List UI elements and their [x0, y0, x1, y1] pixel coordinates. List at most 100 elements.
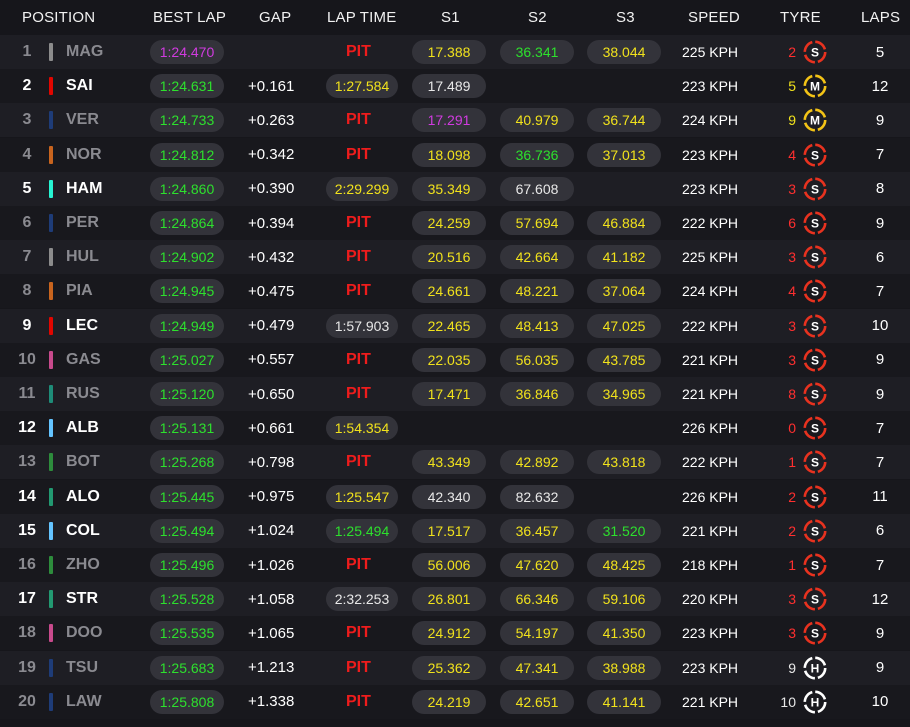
driver-row[interactable]: 4 NOR 1:24.812 +0.342 PIT 18.098 36.736 37.013 2… [0, 137, 910, 172]
speed-value: 222 KPH [682, 215, 739, 231]
driver-row[interactable]: 16 ZHO 1:25.496 +1.026 PIT 56.006 47.620 48.425… [0, 548, 910, 582]
medium-tyre-icon: M [803, 108, 827, 132]
tyre-compound-letter: S [811, 456, 819, 470]
gap-value: +1.065 [248, 624, 295, 642]
soft-tyre-icon: S [803, 40, 827, 64]
tyre-age: 2 [788, 488, 796, 505]
sector-2-time: 54.197 [500, 621, 574, 646]
driver-row[interactable]: 8 PIA 1:24.945 +0.475 PIT 24.661 48.221 37.064 2… [0, 274, 910, 309]
laps-count: 10 [871, 693, 889, 711]
header-best-lap[interactable]: BEST LAP [153, 8, 227, 26]
sector-3-time: 38.044 [587, 40, 661, 64]
driver-row[interactable]: 5 HAM 1:24.860 +0.390 2:29.299 35.349 67.608 22… [0, 171, 910, 206]
gap-value: +1.213 [248, 659, 295, 677]
laps-count: 8 [875, 180, 885, 198]
sector-3-time: 41.350 [587, 621, 661, 646]
driver-row[interactable]: 1 MAG 1:24.470 PIT 17.388 36.341 38.044 225 KPH… [0, 35, 910, 69]
header-gap[interactable]: GAP [259, 8, 292, 26]
driver-code: RUS [66, 385, 100, 402]
driver-row[interactable]: 9 LEC 1:24.949 +0.479 1:57.903 22.465 48.413 47… [0, 308, 910, 343]
header-s2[interactable]: S2 [528, 8, 547, 26]
best-lap-time: 1:24.470 [150, 40, 224, 64]
driver-row[interactable]: 10 GAS 1:25.027 +0.557 PIT 22.035 56.035 43.785… [0, 342, 910, 377]
laps-count: 9 [875, 385, 885, 403]
best-lap-time: 1:25.535 [150, 621, 224, 646]
driver-row[interactable]: 15 COL 1:25.494 +1.024 1:25.494 17.517 36.457 3… [0, 513, 910, 548]
tyre-compound-letter: S [811, 421, 819, 435]
tyre-age: 6 [788, 215, 796, 231]
driver-row[interactable]: 2 SAI 1:24.631 +0.161 1:27.584 17.489 223 KPH 5… [0, 69, 910, 104]
tyre-age: 3 [788, 317, 796, 334]
tyre-age: 1 [788, 557, 796, 573]
driver-row[interactable]: 6 PER 1:24.864 +0.394 PIT 24.259 57.694 46.884 2… [0, 206, 910, 240]
gap-value: +0.650 [248, 385, 295, 403]
tyre-age: 3 [788, 625, 796, 642]
tyre-age: 2 [788, 522, 796, 539]
sector-1-time: 56.006 [412, 553, 486, 577]
driver-row[interactable]: 13 BOT 1:25.268 +0.798 PIT 43.349 42.892 43.818… [0, 445, 910, 480]
speed-value: 226 KPH [682, 420, 739, 437]
best-lap-time: 1:25.494 [150, 518, 224, 543]
position-number: 10 [18, 350, 36, 368]
lap-time: 1:54.354 [326, 416, 398, 441]
best-lap-time: 1:25.445 [150, 484, 224, 509]
sector-1-time: 25.362 [412, 655, 486, 680]
sector-3-time: 38.988 [587, 655, 661, 680]
pit-indicator: PIT [346, 43, 371, 60]
speed-value: 221 KPH [682, 522, 739, 539]
gap-value: +0.394 [248, 214, 295, 232]
tyre-compound-letter: S [811, 592, 819, 606]
laps-count: 7 [875, 146, 885, 164]
tyre-age: 0 [788, 420, 796, 437]
gap-value: +0.263 [248, 111, 295, 129]
speed-value: 225 KPH [682, 249, 739, 266]
header-position[interactable]: POSITION [22, 8, 96, 26]
gap-value: +0.390 [248, 180, 295, 198]
tyre-age: 8 [788, 386, 796, 402]
driver-row[interactable]: 19 TSU 1:25.683 +1.213 PIT 25.362 47.341 38.988… [0, 650, 910, 685]
position-number: 16 [18, 556, 36, 573]
best-lap-time: 1:24.631 [150, 74, 224, 99]
driver-row[interactable]: 20 LAW 1:25.808 +1.338 PIT 24.219 42.651 41.141… [0, 684, 910, 719]
sector-2-time: 40.979 [500, 108, 574, 133]
medium-tyre-icon: M [803, 74, 827, 98]
header-speed[interactable]: SPEED [688, 8, 740, 26]
tyre-compound-letter: M [810, 114, 820, 128]
position-number: 11 [18, 385, 36, 402]
driver-row[interactable]: 11 RUS 1:25.120 +0.650 PIT 17.471 36.846 34.965… [0, 377, 910, 411]
driver-row[interactable]: 14 ALO 1:25.445 +0.975 1:25.547 42.340 82.632 2… [0, 479, 910, 514]
driver-row[interactable]: 18 DOO 1:25.535 +1.065 PIT 24.912 54.197 41.350… [0, 616, 910, 651]
team-color-bar [49, 419, 53, 438]
sector-1-time: 24.661 [412, 279, 486, 304]
header-laps[interactable]: LAPS [861, 8, 901, 26]
sector-2-time: 42.892 [500, 450, 574, 475]
position-number: 15 [18, 521, 36, 539]
driver-row[interactable]: 7 HUL 1:24.902 +0.432 PIT 20.516 42.664 41.182 2… [0, 240, 910, 275]
driver-code: ALO [66, 487, 100, 505]
lap-time: 2:29.299 [326, 176, 398, 201]
driver-code: PER [66, 214, 99, 231]
header-lap-time[interactable]: LAP TIME [327, 8, 397, 26]
driver-row[interactable]: 17 STR 1:25.528 +1.058 2:32.253 26.801 66.346 5… [0, 582, 910, 617]
sector-1-time: 35.349 [412, 176, 486, 201]
laps-count: 7 [875, 419, 885, 437]
sector-2-time: 82.632 [500, 484, 574, 509]
tyre-compound-letter: S [811, 353, 819, 367]
soft-tyre-icon: S [803, 382, 827, 406]
speed-value: 223 KPH [682, 180, 739, 197]
sector-3-time: 41.182 [587, 245, 661, 270]
header-s3[interactable]: S3 [616, 8, 635, 26]
header-s1[interactable]: S1 [441, 8, 460, 26]
soft-tyre-icon: S [803, 314, 827, 338]
team-color-bar [49, 624, 53, 643]
position-number: 8 [22, 282, 32, 300]
position-number: 14 [18, 487, 36, 505]
driver-row[interactable]: 12 ALB 1:25.131 +0.661 1:54.354 226 KPH 0 S 7 [0, 411, 910, 446]
sector-3-time: 43.785 [587, 347, 661, 372]
driver-row[interactable]: 3 VER 1:24.733 +0.263 PIT 17.291 40.979 36.744 2… [0, 103, 910, 138]
pit-indicator: PIT [346, 248, 371, 266]
header-tyre[interactable]: TYRE [780, 8, 821, 26]
hard-tyre-icon: H [803, 656, 827, 680]
driver-code: GAS [66, 350, 101, 368]
team-color-bar [49, 77, 53, 96]
